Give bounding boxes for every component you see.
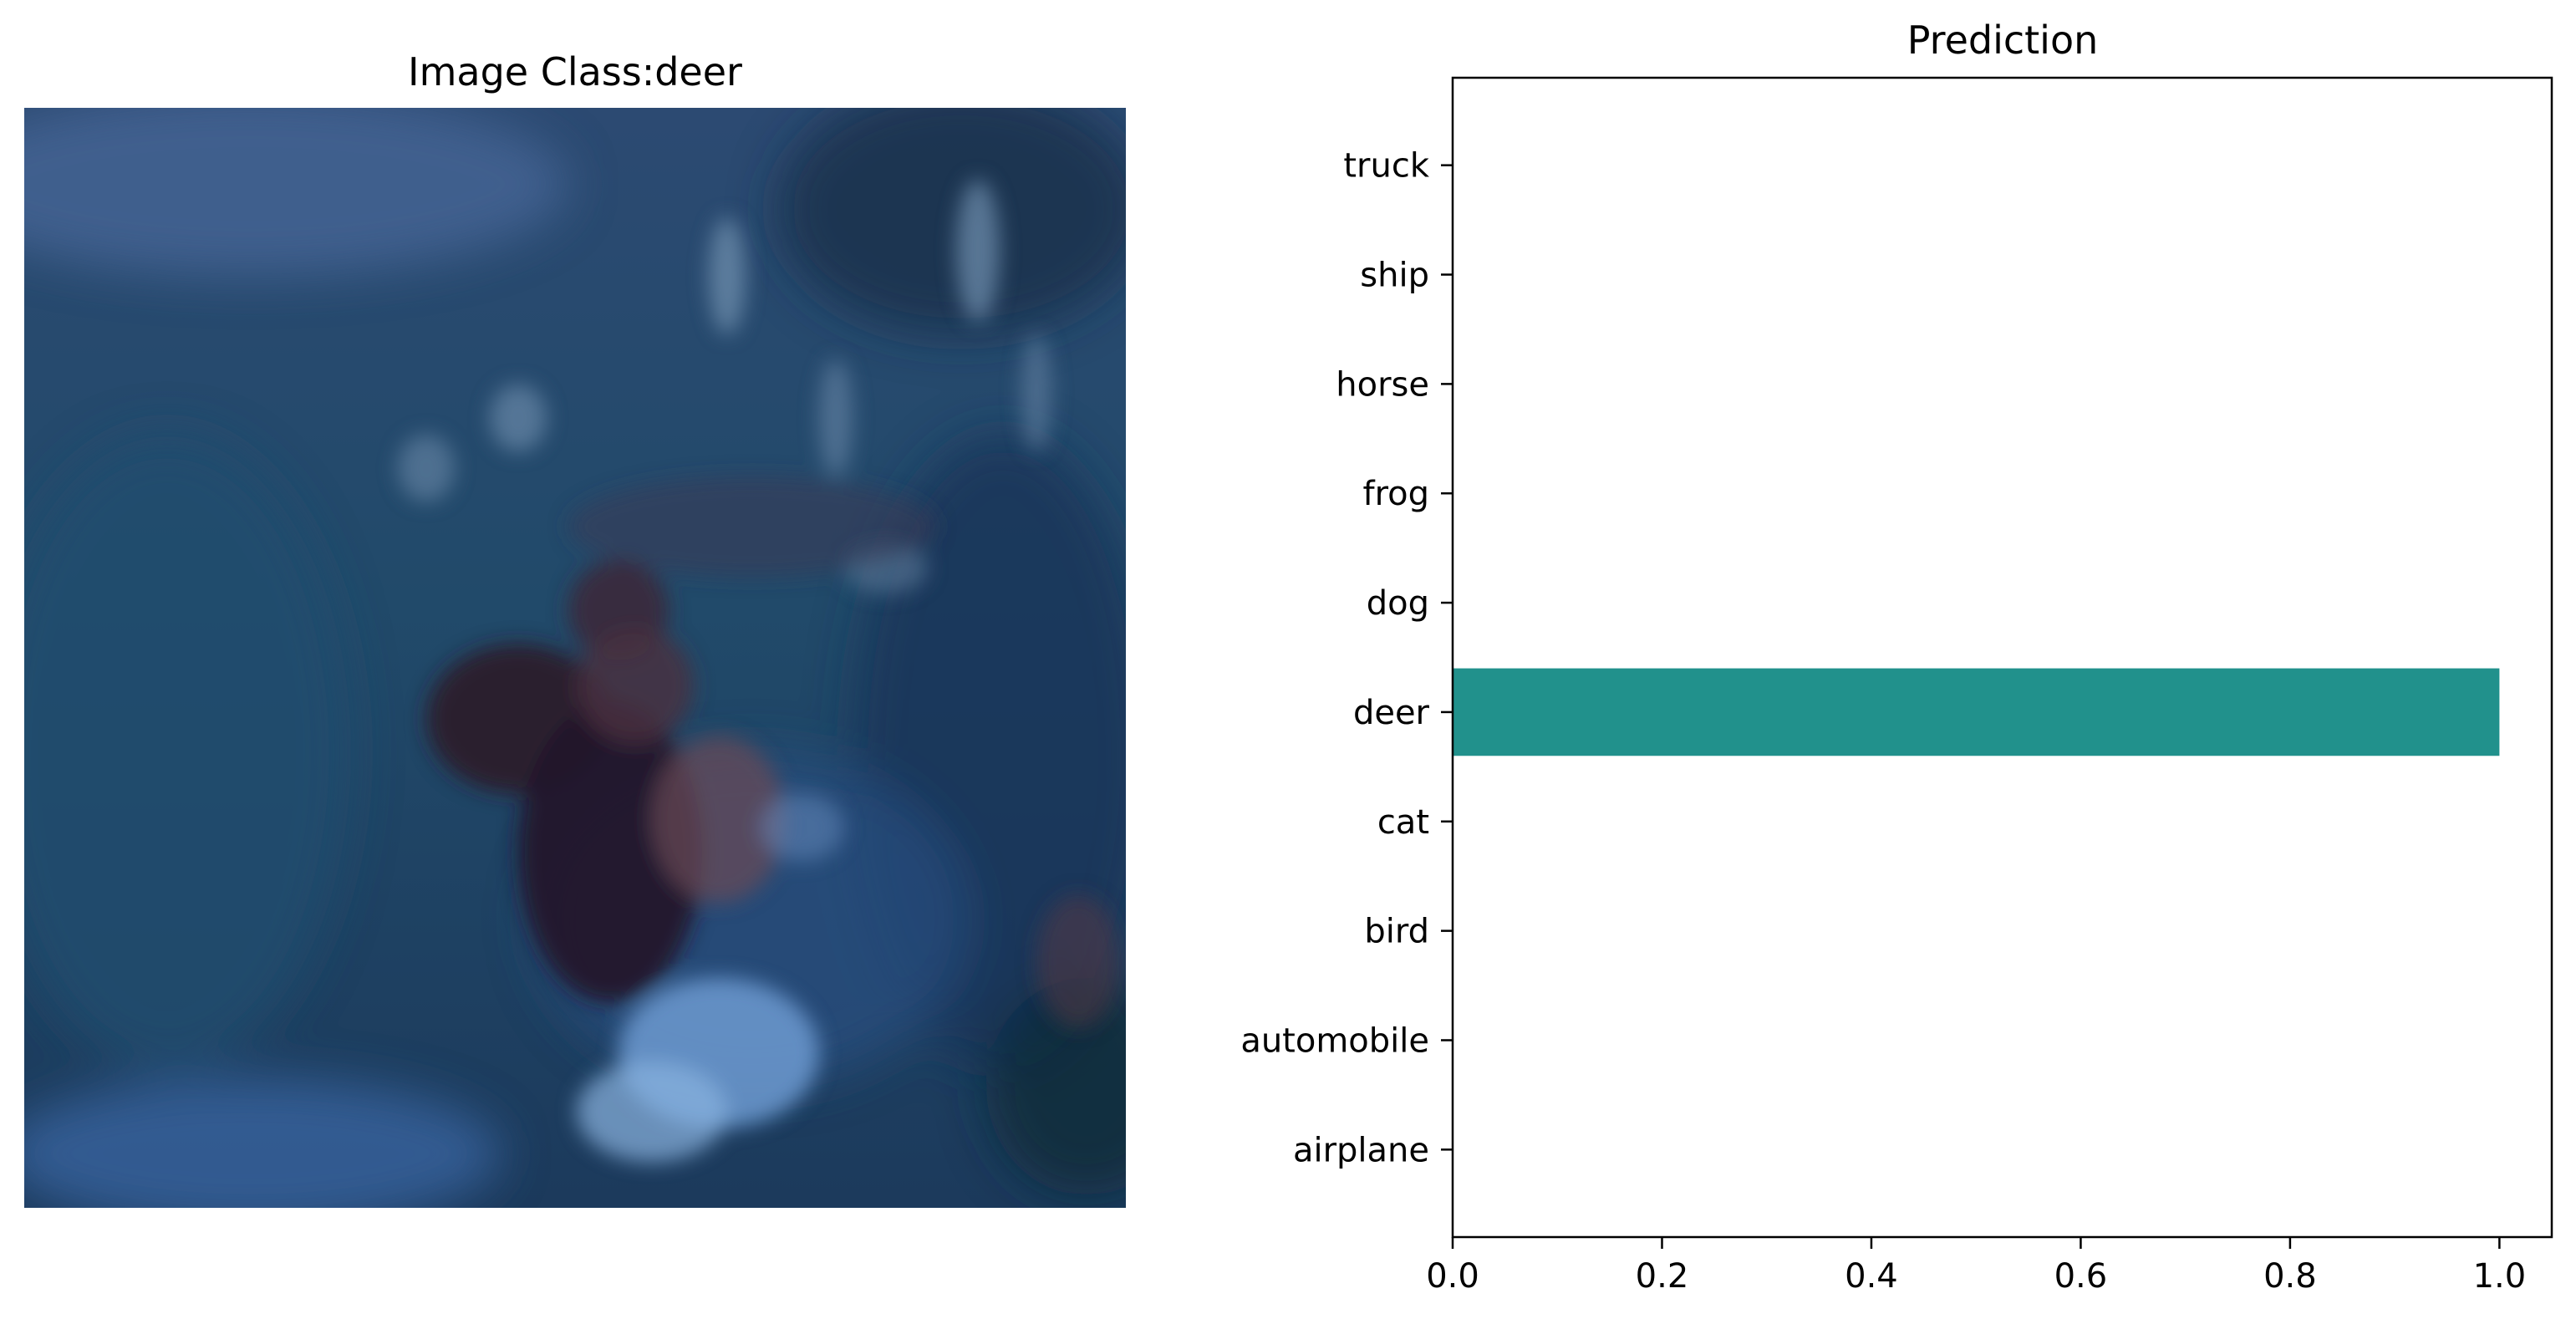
y-tick-label-ship: ship: [1360, 257, 1429, 295]
y-tick-label-automobile: automobile: [1240, 1021, 1429, 1060]
bar-deer: [1453, 668, 2500, 756]
y-tick-label-horse: horse: [1336, 365, 1429, 404]
prediction-chart: Prediction airplane automobile bird cat deer…: [1240, 18, 2553, 1296]
y-tick-label-airplane: airplane: [1293, 1131, 1429, 1169]
x-axis-ticks: 0.0 0.2 0.4 0.6 0.8 1.0: [1426, 1237, 2526, 1296]
x-tick-label-0.6: 0.6: [2054, 1257, 2108, 1296]
x-tick-label-0.0: 0.0: [1426, 1257, 1479, 1296]
bars-layer: [1453, 668, 2500, 756]
y-tick-label-cat: cat: [1377, 803, 1429, 842]
plot-frame: [1451, 76, 2553, 1239]
image-panel-title: Image Class:deer: [408, 49, 742, 94]
chart-title: Prediction: [1907, 18, 2099, 63]
y-axis-ticks: airplane automobile bird cat deer dog frog hors…: [1240, 147, 1453, 1169]
deer-image: [24, 108, 1126, 1208]
x-tick-label-0.8: 0.8: [2263, 1257, 2317, 1296]
y-tick-label-truck: truck: [1343, 147, 1429, 186]
y-tick-label-deer: deer: [1353, 694, 1430, 732]
y-tick-label-bird: bird: [1364, 913, 1429, 951]
x-tick-label-1.0: 1.0: [2473, 1257, 2527, 1296]
x-tick-label-0.2: 0.2: [1636, 1257, 1689, 1296]
y-tick-label-dog: dog: [1367, 584, 1429, 623]
x-tick-label-0.4: 0.4: [1845, 1257, 1898, 1296]
y-tick-label-frog: frog: [1362, 475, 1429, 513]
